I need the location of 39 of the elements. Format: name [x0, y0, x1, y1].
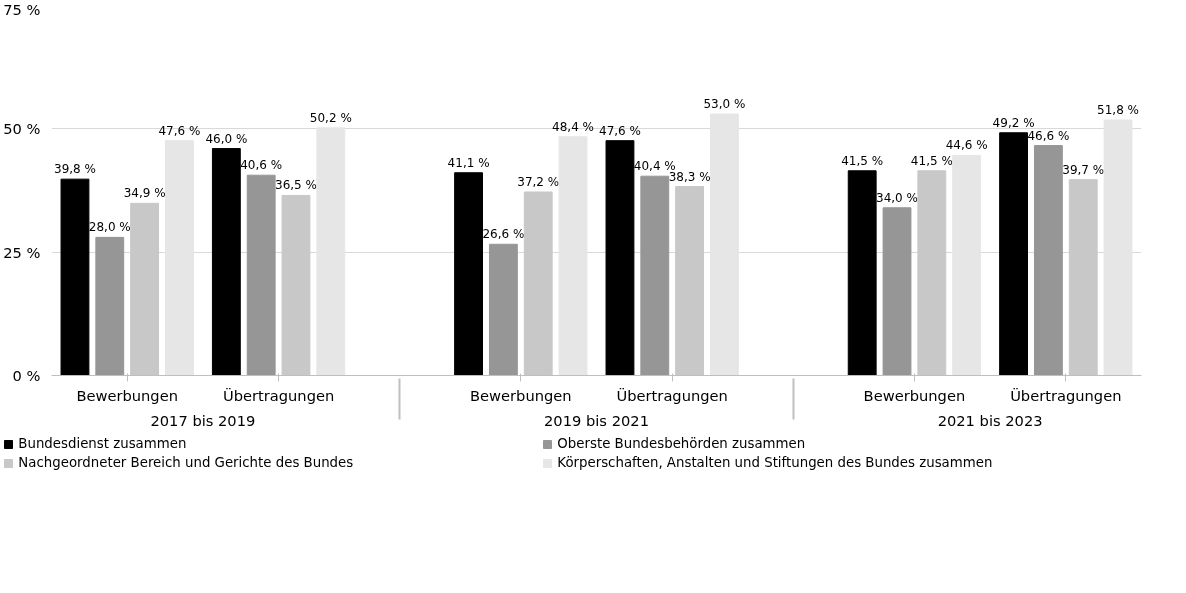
y-tick-label: 75 %	[3, 0, 41, 18]
data-label: 41,5 %	[910, 153, 953, 168]
data-label: 34,0 %	[876, 190, 918, 205]
legend-label: Nachgeordneter Bereich und Gerichte des Bundes	[18, 455, 355, 470]
data-label: 39,8 %	[54, 162, 96, 177]
data-label: 46,0 %	[205, 131, 248, 146]
data-label: 41,5 %	[841, 153, 884, 168]
x-tick-label: Übertragungen	[222, 386, 335, 404]
x-tick-label: Übertragungen	[1010, 386, 1122, 404]
data-label: 47,6 %	[158, 123, 201, 138]
y-tick-label: 25 %	[3, 243, 41, 261]
data-label: 46,6 %	[1027, 128, 1070, 143]
text: 2019 bis 2021	[544, 411, 649, 429]
y-tick-label: 50 %	[3, 120, 41, 138]
data-label: 44,6 %	[945, 138, 988, 153]
data-label: 49,2 %	[992, 115, 1035, 130]
data-label: 37,2 %	[517, 174, 560, 189]
legend-label: Körperschaften, Anstalten und Stiftungen des Bundes zusammen	[557, 455, 994, 470]
legend-label: Bundesdienst zusammen	[18, 436, 188, 451]
data-label: 39,7 %	[1062, 162, 1105, 177]
data-label: 38,3 %	[668, 169, 711, 184]
legend-label: Oberste Bundesbehörden zusammen	[557, 436, 807, 451]
data-label: 47,6 %	[599, 123, 641, 138]
data-label: 53,0 %	[703, 97, 746, 112]
data-label: 34,9 %	[123, 186, 166, 201]
data-label: 50,2 %	[309, 110, 352, 125]
text: 2021 bis 2023	[937, 411, 1043, 429]
x-tick-label: Bewerbungen	[470, 386, 572, 404]
data-label: 41,1 %	[447, 155, 490, 170]
text: 2017 bis 2019	[150, 411, 256, 429]
data-label: 48,4 %	[552, 119, 594, 134]
data-label: 36,5 %	[275, 178, 317, 193]
x-tick-label: Bewerbungen	[76, 386, 178, 404]
data-label: 51,8 %	[1097, 102, 1139, 117]
x-tick-label: Bewerbungen	[863, 386, 966, 404]
data-label: 26,6 %	[482, 227, 525, 242]
x-tick-label: Übertragungen	[616, 386, 728, 404]
data-label: 28,0 %	[88, 220, 131, 235]
y-tick-label: 0 %	[12, 367, 41, 384]
